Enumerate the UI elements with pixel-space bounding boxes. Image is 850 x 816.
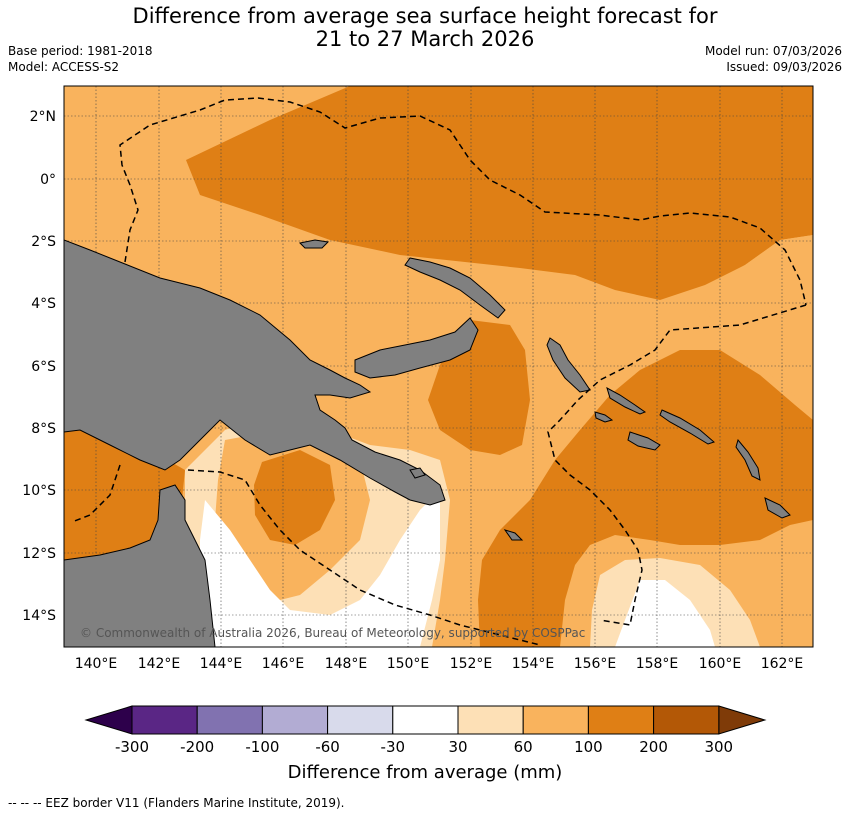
colorbar-extend-low bbox=[84, 705, 133, 735]
eez-borders bbox=[71, 97, 807, 646]
band-60-100-east bbox=[705, 235, 813, 420]
colorbar-label: 200 bbox=[639, 738, 668, 756]
lon-tick: 146°E bbox=[262, 656, 305, 672]
title-line-2: 21 to 27 March 2026 bbox=[315, 27, 535, 51]
lat-tick: 12°S bbox=[22, 546, 56, 562]
lon-tick: 154°E bbox=[512, 656, 555, 672]
model-name: Model: ACCESS-S2 bbox=[8, 60, 120, 74]
bougainville-land bbox=[546, 337, 591, 393]
cape-york-land bbox=[64, 484, 216, 647]
new-ireland-land bbox=[404, 257, 506, 319]
colorbar-label: -100 bbox=[245, 738, 279, 756]
colorbar-segment bbox=[587, 705, 655, 735]
lon-tick: 144°E bbox=[200, 656, 243, 672]
lon-tick: 162°E bbox=[761, 656, 804, 672]
colorbar-segment bbox=[196, 705, 263, 735]
lat-tick: 2°S bbox=[31, 234, 56, 250]
lon-tick: 150°E bbox=[387, 656, 430, 672]
lon-tick: 156°E bbox=[574, 656, 617, 672]
guadalcanal-land bbox=[627, 431, 661, 451]
lat-tick: 4°S bbox=[31, 296, 56, 312]
title-line-1: Difference from average sea surface heig… bbox=[132, 4, 718, 28]
colorbar-label: 100 bbox=[574, 738, 603, 756]
eez-footnote: -- -- -- EEZ border V11 (Flanders Marine… bbox=[8, 796, 345, 810]
lat-tick: 2°N bbox=[30, 109, 56, 125]
colorbar-label: 60 bbox=[514, 738, 533, 756]
band-100-200-north bbox=[186, 86, 813, 300]
new-britain-land bbox=[354, 317, 479, 379]
lon-tick: 148°E bbox=[325, 656, 368, 672]
neutral-region-southeast bbox=[615, 580, 715, 647]
colorbar: -300 -200 -100 -60 -30 30 60 100 200 300 bbox=[84, 705, 767, 756]
copyright-notice: © Commonwealth of Australia 2026, Bureau… bbox=[80, 626, 585, 640]
lat-tick-labels: 2°N 0° 2°S 4°S 6°S 8°S 10°S 12°S 14°S bbox=[22, 109, 56, 624]
lon-tick: 158°E bbox=[636, 656, 679, 672]
lon-tick: 152°E bbox=[450, 656, 493, 672]
santa-isabel-land bbox=[659, 409, 715, 445]
map-border bbox=[63, 85, 814, 648]
lat-tick: 8°S bbox=[31, 421, 56, 437]
lat-tick: 10°S bbox=[22, 483, 56, 499]
manus-land bbox=[298, 239, 330, 249]
louisiade-land bbox=[503, 529, 524, 541]
choiseul-land bbox=[606, 386, 647, 415]
band-100-200-inner bbox=[254, 450, 335, 545]
lat-tick: 6°S bbox=[31, 359, 56, 375]
new-georgia-land bbox=[594, 411, 614, 423]
malaita-land bbox=[735, 438, 761, 481]
colorbar-segment bbox=[653, 705, 720, 735]
map-panel: © Commonwealth of Australia 2026, Bureau… bbox=[64, 86, 813, 647]
colorbar-extend-high bbox=[718, 705, 767, 735]
land bbox=[64, 239, 791, 647]
colorbar-label: -30 bbox=[381, 738, 406, 756]
colorbar-segment bbox=[392, 705, 459, 735]
colorbar-label: -300 bbox=[115, 738, 149, 756]
lat-tick: 14°S bbox=[22, 608, 56, 624]
colorbar-segment bbox=[522, 705, 589, 735]
colorbar-label: 300 bbox=[704, 738, 733, 756]
new-guinea-land bbox=[64, 239, 446, 506]
colorbar-segment bbox=[327, 705, 394, 735]
colorbar-label: -60 bbox=[315, 738, 340, 756]
lon-tick-labels: 140°E 142°E 144°E 146°E 148°E 150°E 152°… bbox=[75, 656, 804, 672]
makira-land bbox=[764, 497, 791, 519]
band-100-200-southeast bbox=[478, 350, 813, 647]
neutral-region-coral-sea bbox=[200, 490, 440, 647]
lon-tick: 160°E bbox=[699, 656, 742, 672]
lon-tick: 140°E bbox=[75, 656, 118, 672]
model-run: Model run: 07/03/2026 bbox=[704, 44, 842, 58]
colorbar-title: Difference from average (mm) bbox=[287, 762, 563, 783]
colorbar-label: -200 bbox=[180, 738, 214, 756]
dentrecasteaux-land bbox=[409, 467, 426, 479]
base-period: Base period: 1981-2018 bbox=[8, 44, 153, 58]
colorbar-segment bbox=[131, 705, 198, 735]
colorbar-segment bbox=[261, 705, 329, 735]
colorbar-segment bbox=[457, 705, 524, 735]
issued-date: Issued: 09/03/2026 bbox=[726, 60, 842, 74]
lon-tick: 142°E bbox=[138, 656, 181, 672]
lat-tick: 0° bbox=[40, 172, 56, 188]
colorbar-label: 30 bbox=[448, 738, 467, 756]
